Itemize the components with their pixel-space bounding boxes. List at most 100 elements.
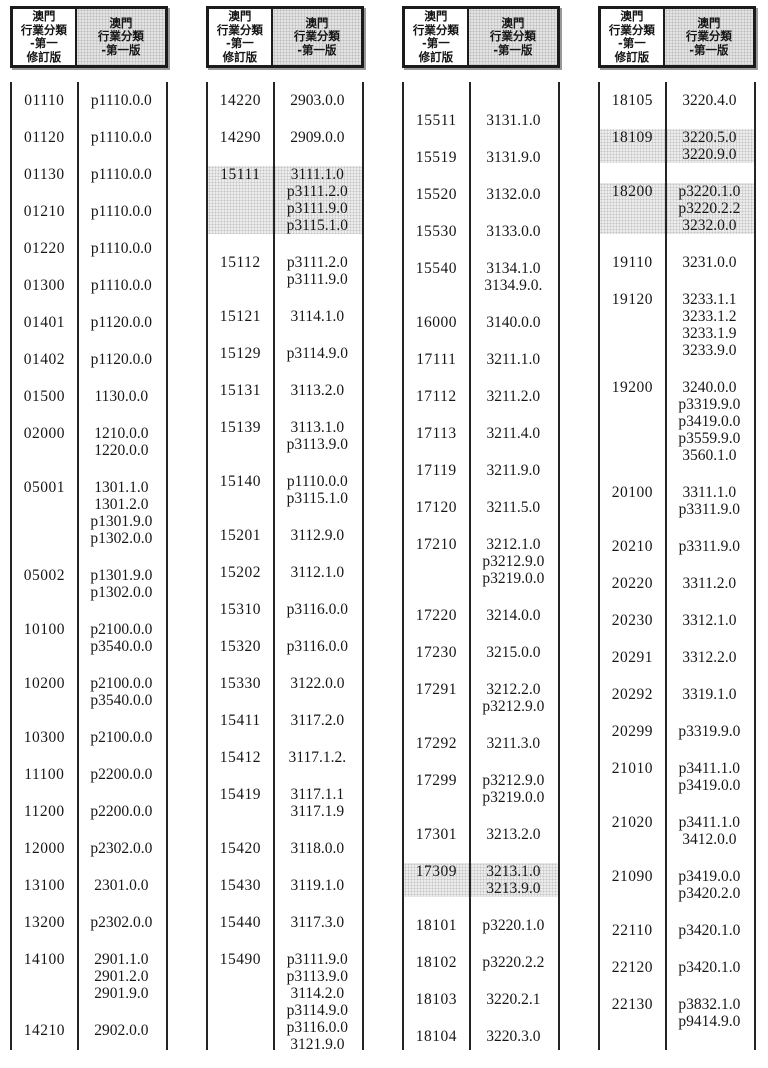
- table-row: 17301 3213.2.0: [404, 826, 558, 843]
- classification-value-line: p1110.0.0: [90, 277, 152, 294]
- table-row: 14100 2901.1.0 2901.2.0 2901.9.0: [12, 951, 166, 1002]
- table-row: 15202 3112.1.0: [208, 564, 362, 581]
- classification-value-line: p3116.0.0: [286, 1019, 349, 1036]
- table-row: 15201 3112.9.0: [208, 527, 362, 544]
- revised-code-cell: 15530: [415, 223, 457, 240]
- revised-code-cell: 15140: [219, 473, 261, 490]
- table-row: 15420 3118.0.0: [208, 840, 362, 857]
- first-version-codes-cell: 3211.5.0: [469, 499, 558, 516]
- classification-value-line: p1110.0.0: [90, 129, 152, 146]
- header-first-version-label: 澳門 行業分類 -第一版: [272, 9, 361, 65]
- table-row: 17119 3211.9.0: [404, 462, 558, 479]
- table-row: 17120 3211.5.0: [404, 499, 558, 516]
- revised-code-cell: 15129: [219, 345, 261, 362]
- classification-value-line: p3419.0.0: [678, 413, 741, 430]
- table-row: 17220 3214.0.0: [404, 607, 558, 624]
- classification-value-line: p1301.9.0: [90, 513, 153, 530]
- classification-value-line: 1130.0.0: [94, 388, 149, 405]
- table-row: 05001 1301.1.0 1301.2.0 p1301.9.0 p1302.0.0: [12, 479, 166, 547]
- first-version-codes-cell: p2302.0.0: [77, 914, 166, 931]
- first-version-codes-cell: 3312.2.0: [665, 649, 754, 666]
- table-row: 20210 p3311.9.0: [600, 538, 754, 555]
- table-row: 14290 2909.0.0: [208, 129, 362, 146]
- classification-value-line: p3220.2.2: [482, 954, 545, 971]
- classification-value-line: 3112.1.0: [290, 564, 345, 581]
- classification-value-line: 3114.2.0: [290, 985, 345, 1002]
- classification-value-line: 3311.2.0: [682, 575, 737, 592]
- classification-value-line: 3112.9.0: [290, 527, 345, 544]
- table-row: 22120 p3420.1.0: [600, 959, 754, 976]
- classification-table-group-1: 澳門 行業分類 -第一 修訂版 澳門 行業分類 -第一版 01110 p1110…: [10, 6, 168, 1050]
- revised-code-cell: 10300: [23, 729, 65, 746]
- classification-value-line: 3133.0.0: [486, 223, 541, 240]
- table-row: 11100 p2200.0.0: [12, 766, 166, 783]
- first-version-codes-cell: p1120.0.0: [77, 351, 166, 368]
- first-version-codes-cell: 3117.2.0: [273, 712, 362, 729]
- revised-code-cell: 15202: [219, 564, 261, 581]
- first-version-codes-cell: 3111.1.0 p3111.2.0 p3111.9.0 p3115.1.0: [273, 166, 362, 234]
- classification-value-line: p1110.0.0: [90, 240, 152, 257]
- first-version-codes-cell: 1301.1.0 1301.2.0 p1301.9.0 p1302.0.0: [77, 479, 166, 547]
- classification-value-line: 3214.0.0: [486, 607, 541, 624]
- revised-code-cell: 17301: [415, 826, 457, 843]
- classification-value-line: p3220.1.0: [678, 183, 741, 200]
- first-version-codes-cell: 3112.9.0: [273, 527, 362, 544]
- revised-code-cell: 15131: [219, 382, 261, 399]
- first-version-codes-cell: p1110.0.0: [77, 203, 166, 220]
- table-row: 18103 3220.2.1: [404, 991, 558, 1008]
- classification-value-line: p2100.0.0: [90, 729, 153, 746]
- table-row: 02000 1210.0.0 1220.0.0: [12, 425, 166, 459]
- classification-value-line: p3411.1.0: [678, 760, 741, 777]
- revised-code-cell: 21010: [611, 760, 653, 777]
- first-version-codes-cell: 3233.1.1 3233.1.2 3233.1.9 3233.9.0: [665, 291, 754, 359]
- table-row: 15140 p1110.0.0 p3115.1.0: [208, 473, 362, 507]
- table-row: 15519 3131.9.0: [404, 149, 558, 166]
- first-version-codes-cell: 3212.2.0 p3212.9.0: [469, 681, 558, 715]
- classification-value-line: p3540.0.0: [90, 692, 153, 709]
- revised-code-cell: 10200: [23, 675, 65, 692]
- revised-code-cell: 17291: [415, 681, 457, 698]
- classification-value-line: 1301.1.0: [94, 479, 149, 496]
- table-row: 01402 p1120.0.0: [12, 351, 166, 368]
- header-first-version-label: 澳門 行業分類 -第一版: [76, 9, 165, 65]
- header-revised-version-label: 澳門 行業分類 -第一 修訂版: [209, 9, 273, 65]
- classification-value-line: 3312.2.0: [682, 649, 737, 666]
- classification-value-line: p1120.0.0: [90, 314, 153, 331]
- first-version-codes-cell: p1110.0.0: [77, 277, 166, 294]
- table-row: 19200 3240.0.0 p3319.9.0 p3419.0.0 p3559.9.…: [600, 379, 754, 464]
- table-row: 15530 3133.0.0: [404, 223, 558, 240]
- revised-code-cell: 15419: [219, 786, 261, 803]
- revised-code-cell: 15330: [219, 675, 261, 692]
- revised-code-cell: 14210: [23, 1022, 65, 1039]
- classification-value-line: 3117.1.2.: [288, 749, 347, 766]
- classification-value-line: p9414.9.0: [678, 1013, 741, 1030]
- classification-value-line: p1120.0.0: [90, 351, 153, 368]
- classification-value-line: p2100.0.0: [90, 675, 153, 692]
- table-row: 01300 p1110.0.0: [12, 277, 166, 294]
- classification-table-group-3: 澳門 行業分類 -第一 修訂版 澳門 行業分類 -第一版 15511 3131.…: [402, 6, 560, 1050]
- classification-value-line: 1210.0.0: [94, 425, 149, 442]
- header-revised-version-label: 澳門 行業分類 -第一 修訂版: [13, 9, 77, 65]
- first-version-codes-cell: p1120.0.0: [77, 314, 166, 331]
- header-first-version-label: 澳門 行業分類 -第一版: [468, 9, 557, 65]
- revised-code-cell: 22110: [611, 922, 653, 939]
- classification-value-line: 3211.2.0: [486, 388, 541, 405]
- classification-value-line: p3411.1.0: [678, 814, 741, 831]
- revised-code-cell: 17292: [415, 735, 457, 752]
- classification-value-line: p2302.0.0: [90, 914, 153, 931]
- classification-value-line: 3312.1.0: [682, 612, 737, 629]
- table-row: 13200 p2302.0.0: [12, 914, 166, 931]
- classification-value-line: 2909.0.0: [290, 129, 345, 146]
- first-version-codes-cell: 3112.1.0: [273, 564, 362, 581]
- classification-value-line: p2302.0.0: [90, 840, 153, 857]
- classification-value-line: 3213.2.0: [486, 826, 541, 843]
- revised-code-cell: 01210: [23, 203, 65, 220]
- first-version-codes-cell: 3114.1.0: [273, 308, 362, 325]
- classification-table-group-4: 澳門 行業分類 -第一 修訂版 澳門 行業分類 -第一版 18105 3220.…: [598, 6, 756, 1050]
- classification-value-line: 3319.1.0: [682, 686, 737, 703]
- first-version-codes-cell: p3114.9.0: [273, 345, 362, 362]
- classification-value-line: p3111.9.0: [286, 200, 348, 217]
- first-version-codes-cell: 3211.1.0: [469, 351, 558, 368]
- table-row: 21090 p3419.0.0 p3420.2.0: [600, 868, 754, 902]
- first-version-codes-cell: 3211.4.0: [469, 425, 558, 442]
